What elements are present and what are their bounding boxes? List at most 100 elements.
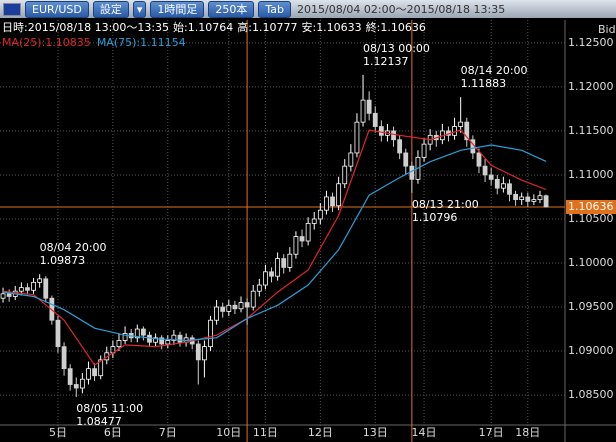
settings-button[interactable]: 設定 [92,0,129,18]
candle-body [488,174,494,180]
x-tick-label: 5日 [49,426,67,439]
candle-body [275,258,281,277]
candle-body [482,165,488,176]
flag-icon [3,2,21,16]
candle-body [391,130,396,141]
candle-body [55,319,61,348]
y-tick-label: 1.09000 [568,344,614,357]
candle-body [73,384,79,389]
candle-body [171,334,177,341]
candle-body [537,195,543,201]
candle-body [232,304,238,310]
info-value: 1.10764 [188,21,234,34]
info-value: 1.10777 [252,21,298,34]
x-tick-label: 18日 [515,426,540,439]
candle-body [122,333,128,341]
annotation-price: 1.09873 [40,254,86,267]
candle-body [140,328,146,336]
candle-body [37,278,43,283]
info-label: 終: [366,20,381,34]
annotation-price: 1.10796 [412,211,458,224]
info-label: 始: [173,20,188,34]
annotation-time: 08/14 20:00 [461,64,528,77]
candle-body [531,199,537,202]
candle-body [452,126,457,136]
annotation-price: 1.11883 [461,77,507,90]
info-label: 日時: [2,21,28,34]
x-tick-label: 14日 [412,426,437,439]
menu-button[interactable]: ▾ [132,0,147,18]
y-tick-label: 1.12000 [568,80,614,93]
candle-body [43,278,49,299]
x-tick-label: 10日 [216,426,241,439]
candle-body [305,222,311,242]
candle-body [263,271,268,286]
ma-line [3,144,547,342]
candle-body [159,337,165,345]
candle-body [165,340,171,345]
legend-value: 1.11154 [140,36,186,49]
y-tick-label: 1.10000 [568,256,614,269]
date-range: 2015/08/04 02:00〜2015/08/18 13:35 [297,3,506,16]
candle-body [421,143,427,158]
x-tick-label: 12日 [308,426,333,439]
candle-body [354,121,360,154]
candle-body [513,193,518,201]
candle-body [61,346,67,370]
y-tick-label: 1.11000 [568,168,614,181]
candle-body [342,165,348,185]
x-tick-label: 7日 [159,426,177,439]
candle-body [177,334,183,343]
info-label: 安: [301,20,316,34]
x-tick-label: 13日 [363,426,388,439]
candle-body [464,121,470,141]
candle-body [269,271,274,277]
candle-body [519,196,525,201]
x-tick-label: 17日 [479,426,504,439]
candle-body [6,293,12,297]
price-tag [566,200,616,215]
price-side: Bid [598,23,616,36]
candle-body [324,196,329,211]
candle-body [116,340,122,348]
annotation-time: 08/05 11:00 [76,402,143,415]
candle-body [507,183,512,195]
y-tick-label: 1.10500 [568,212,614,225]
legend-name: MA(25): [2,36,45,49]
candle-body [458,121,464,127]
candle-body [195,343,201,361]
x-tick-label: 11日 [253,426,278,439]
candle-body [256,284,262,292]
candle-body [330,196,335,207]
ma-legend: MA(25):1.10835 MA(75):1.11154 [2,36,186,49]
info-time: 2015/08/18 13:00〜13:35 [28,21,169,34]
annotation-time: 08/13 21:00 [412,198,479,211]
annotation-price: 1.08477 [76,415,122,428]
candle-body [98,359,104,377]
candle-body [476,152,482,167]
candle-body [67,368,73,385]
candle-body [250,290,256,308]
y-tick-label: 1.08500 [568,388,614,401]
candle-body [317,209,323,220]
info-label: 高: [237,20,252,34]
candle-body [409,165,415,180]
candle-body [220,306,226,312]
candle-body [226,304,232,312]
info-value: 1.10636 [380,21,426,34]
candle-body [18,287,24,292]
candle-body [153,337,158,343]
bars-button[interactable]: 250本 [208,0,255,18]
tab-button[interactable]: Tab [258,0,292,18]
candle-body [372,112,378,127]
timeframe-button[interactable]: 1時間足 [150,0,205,18]
y-tick-label: 1.12500 [568,36,614,49]
candle-body [360,99,366,123]
annotation-time: 08/04 20:00 [40,241,107,254]
symbol-select[interactable]: EUR/USD [25,0,89,18]
y-tick-label: 1.11500 [568,124,614,137]
legend-name: MA(75): [97,36,140,49]
candle-body [214,306,220,321]
